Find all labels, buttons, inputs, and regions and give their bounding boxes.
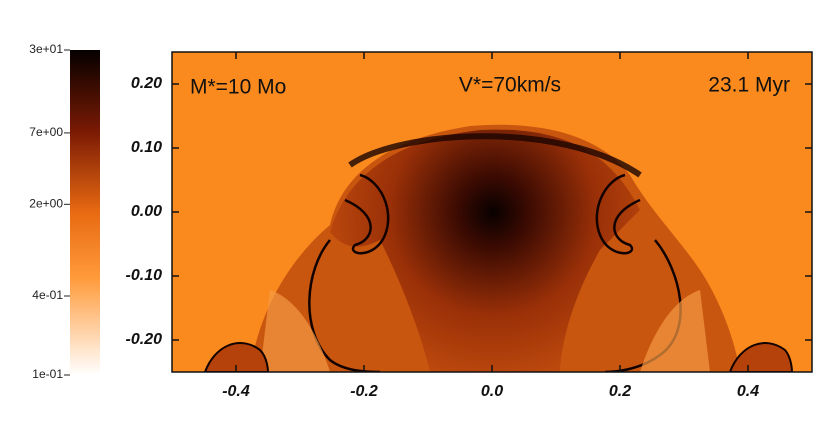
x-tick-label: 0.2 — [609, 383, 631, 400]
colorbar-tick-label: 1e-01 — [32, 367, 63, 381]
x-tick-label: 0.0 — [481, 383, 503, 400]
annotation: M*=10 Mo — [190, 76, 286, 99]
y-tick-label: -0.20 — [126, 331, 163, 348]
annotation: 23.1 Myr — [708, 74, 790, 97]
y-tick-label: 0.20 — [131, 75, 162, 92]
colorbar-tick-label: 3e+01 — [29, 42, 63, 56]
x-tick-label: 0.4 — [737, 383, 759, 400]
annotation: V*=70km/s — [459, 74, 561, 97]
x-tick-label: -0.2 — [350, 383, 378, 400]
colorbar-tick-label: 2e+00 — [29, 196, 63, 210]
density-map — [172, 52, 812, 372]
y-tick-label: 0.00 — [131, 203, 162, 220]
colorbar — [70, 50, 100, 375]
colorbar-tick-label: 4e-01 — [32, 288, 63, 302]
x-tick-label: -0.4 — [222, 383, 250, 400]
y-tick-label: -0.10 — [126, 267, 163, 284]
y-tick-label: 0.10 — [131, 139, 162, 156]
colorbar-tick-label: 7e+00 — [29, 125, 63, 139]
